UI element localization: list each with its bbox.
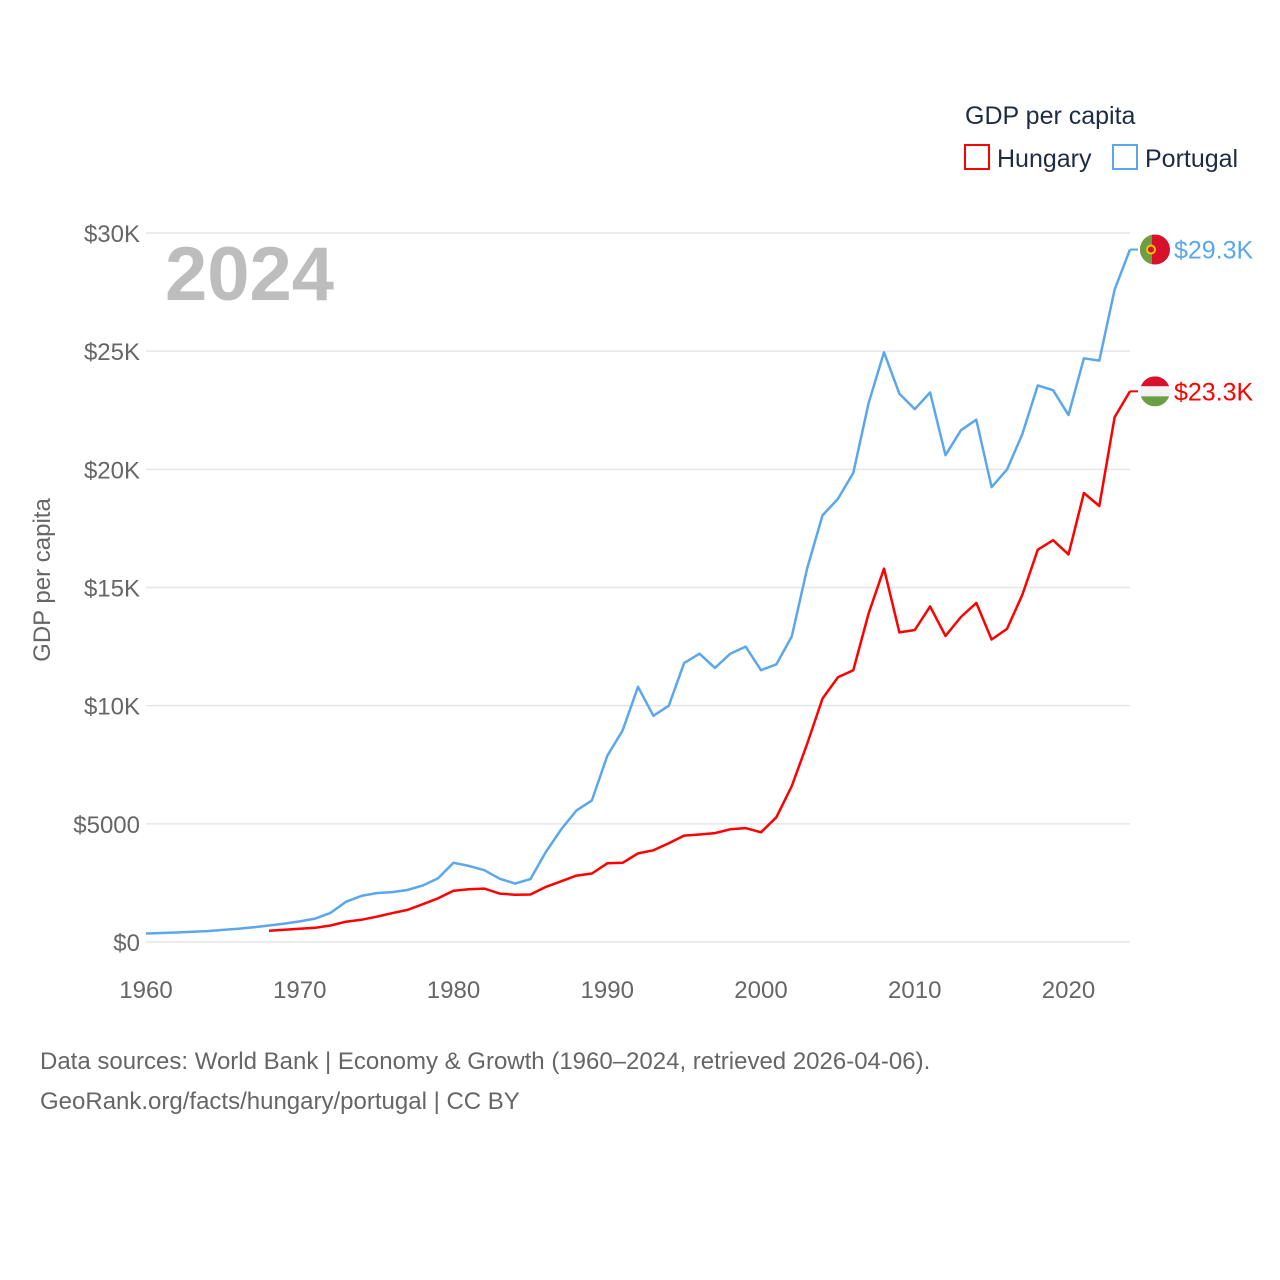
end-label-hungary: $23.3K xyxy=(1174,378,1254,406)
legend-swatch-hungary xyxy=(964,144,990,170)
hungary-flag-icon xyxy=(1140,376,1170,407)
x-tick-label: 1990 xyxy=(581,977,634,1004)
flag-stripe-red xyxy=(1140,376,1170,387)
y-tick-label: $0 xyxy=(113,930,140,957)
x-tick-label: 2000 xyxy=(734,977,787,1004)
footer-sources: Data sources: World Bank | Economy & Gro… xyxy=(40,1048,931,1075)
portugal-flag-icon xyxy=(1140,234,1170,265)
x-tick-label: 1960 xyxy=(119,977,172,1004)
footer-attribution[interactable]: GeoRank.org/facts/hungary/portugal | CC … xyxy=(40,1088,520,1115)
x-tick-label: 1970 xyxy=(273,977,326,1004)
y-tick-label: $30K xyxy=(84,221,140,248)
flag-emblem xyxy=(1146,244,1156,255)
y-axis-label: GDP per capita xyxy=(29,498,56,662)
legend-item-portugal[interactable]: Portugal xyxy=(1145,145,1238,173)
year-watermark: 2024 xyxy=(165,232,334,317)
legend-swatch-portugal xyxy=(1112,144,1138,170)
x-tick-label: 1980 xyxy=(427,977,480,1004)
legend-item-hungary[interactable]: Hungary xyxy=(997,145,1092,173)
legend-title: GDP per capita xyxy=(965,102,1136,130)
x-tick-label: 2010 xyxy=(888,977,941,1004)
y-tick-label: $10K xyxy=(84,694,140,721)
y-tick-label: $25K xyxy=(84,339,140,366)
end-label-portugal: $29.3K xyxy=(1174,237,1254,265)
footer: Data sources: World Bank | Economy & Gro… xyxy=(40,1042,930,1122)
y-tick-label: $15K xyxy=(84,576,140,603)
x-tick-label: 2020 xyxy=(1042,977,1095,1004)
y-tick-label: $20K xyxy=(84,457,140,484)
line-portugal xyxy=(145,249,1132,935)
y-tick-label: $5000 xyxy=(73,812,140,839)
flag-stripe-green xyxy=(1140,396,1170,407)
flag-stripe-white xyxy=(1140,386,1170,397)
line-hungary xyxy=(268,390,1132,932)
